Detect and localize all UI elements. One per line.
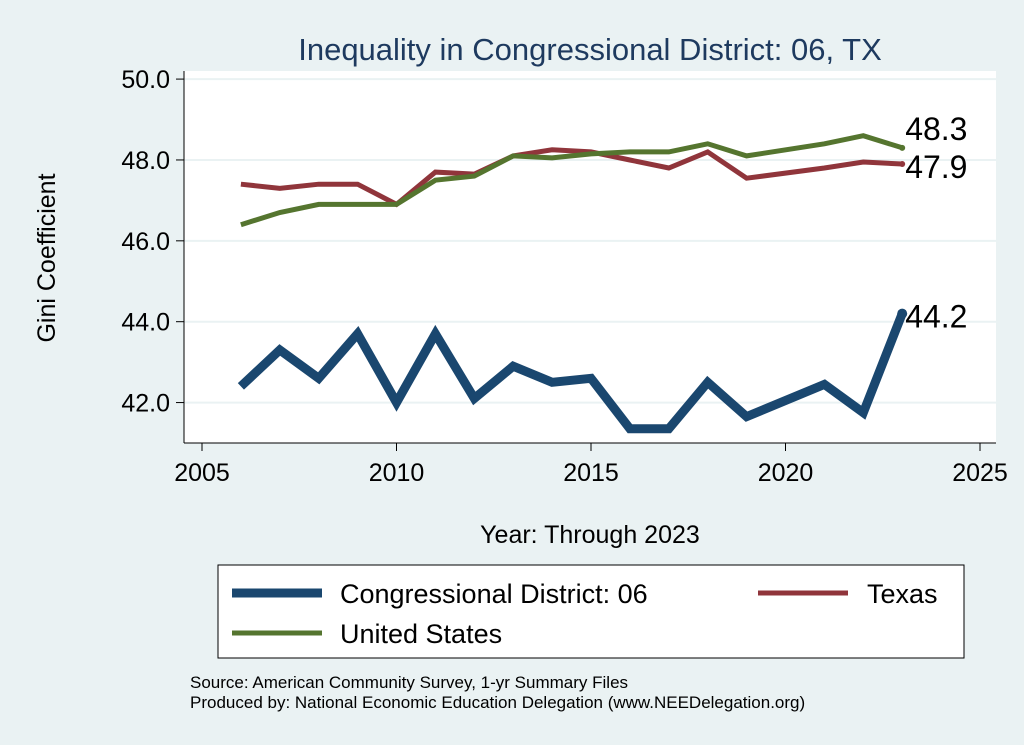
end-value-label: 48.3 xyxy=(905,111,967,147)
legend-label-congressional-district: Congressional District: 06 xyxy=(340,579,648,609)
x-tick-label: 2020 xyxy=(758,459,814,487)
y-tick-label: 44.0 xyxy=(121,309,170,337)
y-axis-label: Gini Coefficient xyxy=(33,173,61,342)
y-tick-label: 48.0 xyxy=(121,147,170,175)
chart-title: Inequality in Congressional District: 06… xyxy=(298,32,882,67)
x-axis-label: Year: Through 2023 xyxy=(480,521,700,549)
legend-label-united-states: United States xyxy=(340,619,502,649)
y-tick-label: 50.0 xyxy=(121,66,170,94)
series-end-marker xyxy=(897,308,908,319)
series-line-congressional-district-06 xyxy=(237,311,907,434)
y-axis-ticks: 42.0 44.0 46.0 48.0 50.0 xyxy=(121,66,184,418)
end-value-label: 44.2 xyxy=(905,299,967,335)
producer-note: Produced by: National Economic Education… xyxy=(190,693,805,712)
series-end-marker xyxy=(899,144,906,151)
end-labels: 44.2 47.948.3 xyxy=(905,111,967,335)
end-value-label: 47.9 xyxy=(905,149,967,185)
legend-box xyxy=(217,564,965,659)
x-axis-ticks: 2005 2010 2015 2020 2025 xyxy=(174,443,1008,487)
legend-label-texas: Texas xyxy=(867,579,938,609)
series-lines xyxy=(237,133,908,434)
x-tick-label: 2015 xyxy=(563,459,619,487)
x-tick-label: 2010 xyxy=(369,459,425,487)
legend: Congressional District: 06 Texas United … xyxy=(217,564,965,659)
series-line-texas xyxy=(240,147,903,208)
series-line-united-states xyxy=(240,133,903,228)
source-note: Source: American Community Survey, 1-yr … xyxy=(190,673,628,692)
x-tick-label: 2005 xyxy=(174,459,230,487)
series-end-marker xyxy=(899,161,906,167)
y-tick-label: 42.0 xyxy=(121,390,170,418)
x-tick-label: 2025 xyxy=(952,459,1008,487)
y-tick-label: 46.0 xyxy=(121,228,170,256)
